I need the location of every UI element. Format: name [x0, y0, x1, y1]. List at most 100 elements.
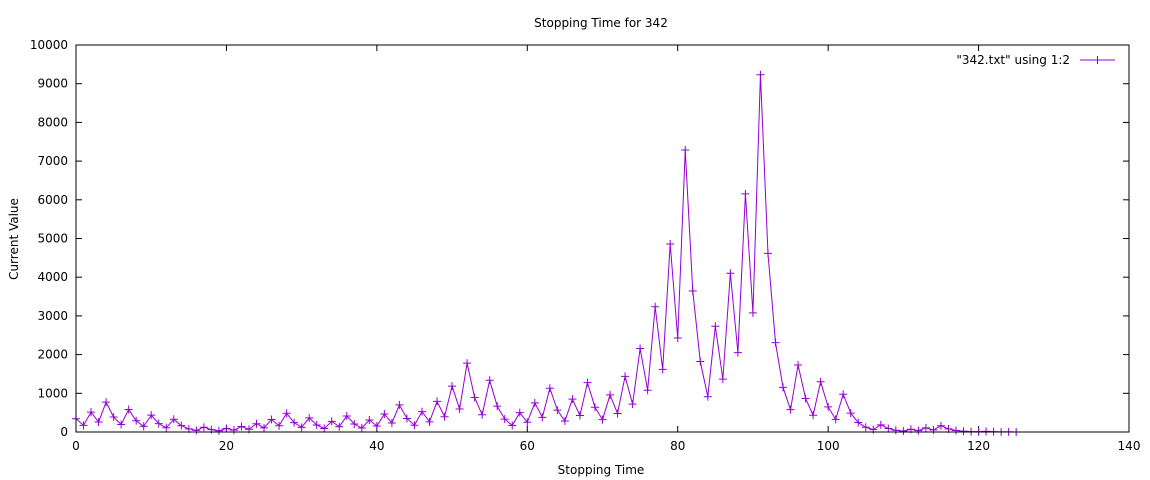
data-point [726, 269, 735, 278]
data-point [763, 249, 772, 258]
data-point [290, 418, 299, 427]
data-point [839, 390, 848, 399]
x-tick-label: 80 [670, 439, 685, 453]
y-tick-label: 7000 [37, 154, 68, 168]
data-point [237, 422, 246, 431]
data-point [380, 409, 389, 418]
data-point [87, 408, 96, 417]
data-point [846, 409, 855, 418]
x-tick-label: 60 [520, 439, 535, 453]
data-point [756, 70, 765, 79]
data-point [545, 384, 554, 393]
data-point [199, 423, 208, 432]
data-point [575, 411, 584, 420]
data-point [643, 386, 652, 395]
y-tick-label: 1000 [37, 386, 68, 400]
legend: "342.txt" using 1:2 [956, 53, 1115, 67]
x-tick-label: 20 [219, 439, 234, 453]
data-point [899, 427, 908, 436]
data-point [982, 427, 991, 436]
data-point [417, 407, 426, 416]
data-point [94, 418, 103, 427]
data-point [425, 417, 434, 426]
data-point [327, 417, 336, 426]
data-point [282, 409, 291, 418]
x-axis-label: Stopping Time [558, 463, 645, 477]
series-group [72, 70, 1021, 436]
data-point [779, 383, 788, 392]
data-point [455, 405, 464, 414]
data-point [876, 420, 885, 429]
data-point [162, 423, 171, 432]
x-tick-label: 140 [1118, 439, 1141, 453]
data-point [485, 376, 494, 385]
data-point [365, 416, 374, 425]
data-point [372, 422, 381, 431]
data-point [169, 415, 178, 424]
data-point [297, 423, 306, 432]
data-point [711, 322, 720, 331]
data-point [410, 421, 419, 430]
data-point [606, 390, 615, 399]
x-tick-label: 120 [967, 439, 990, 453]
data-point [929, 425, 938, 434]
data-point [861, 423, 870, 432]
data-point [681, 145, 690, 154]
x-tick-label: 0 [72, 439, 80, 453]
y-tick-label: 0 [60, 425, 68, 439]
data-point [124, 405, 133, 414]
legend-label-series-1: "342.txt" using 1:2 [956, 53, 1070, 67]
data-point [440, 412, 449, 421]
y-tick-label: 5000 [37, 232, 68, 246]
data-point [508, 421, 517, 430]
data-point [79, 421, 88, 430]
data-point [387, 418, 396, 427]
data-point [696, 357, 705, 366]
data-point [214, 426, 223, 435]
y-tick-label: 4000 [37, 270, 68, 284]
x-tick-label: 100 [817, 439, 840, 453]
y-tick-label: 6000 [37, 193, 68, 207]
data-point [621, 372, 630, 381]
data-point [688, 286, 697, 295]
data-point [884, 424, 893, 433]
data-point [463, 359, 472, 368]
chart-title: Stopping Time for 342 [534, 16, 668, 30]
data-point [651, 302, 660, 311]
data-point [718, 375, 727, 384]
data-point [433, 397, 442, 406]
data-point [628, 400, 637, 409]
x-tick-label: 40 [369, 439, 384, 453]
data-point [560, 417, 569, 426]
plot-frame [75, 44, 1130, 433]
data-point [500, 415, 509, 424]
data-point [801, 394, 810, 403]
data-point [816, 377, 825, 386]
data-point [733, 348, 742, 357]
data-point [252, 419, 261, 428]
data-point [478, 410, 487, 419]
data-point [470, 393, 479, 402]
data-point [357, 424, 366, 433]
data-point [184, 424, 193, 433]
data-point [260, 423, 269, 432]
data-point [921, 423, 930, 432]
data-point [350, 420, 359, 429]
data-point [267, 415, 276, 424]
data-point [395, 400, 404, 409]
data-point [147, 411, 156, 420]
data-point [568, 395, 577, 404]
data-point [523, 418, 532, 427]
y-tick-label: 3000 [37, 309, 68, 323]
y-tick-label: 8000 [37, 115, 68, 129]
y-tick-label: 2000 [37, 348, 68, 362]
data-point [914, 426, 923, 435]
data-point [515, 408, 524, 417]
data-point [102, 398, 111, 407]
data-point [275, 421, 284, 430]
y-tick-label: 10000 [30, 38, 68, 52]
data-point [342, 412, 351, 421]
data-point [117, 420, 126, 429]
data-point [959, 427, 968, 436]
